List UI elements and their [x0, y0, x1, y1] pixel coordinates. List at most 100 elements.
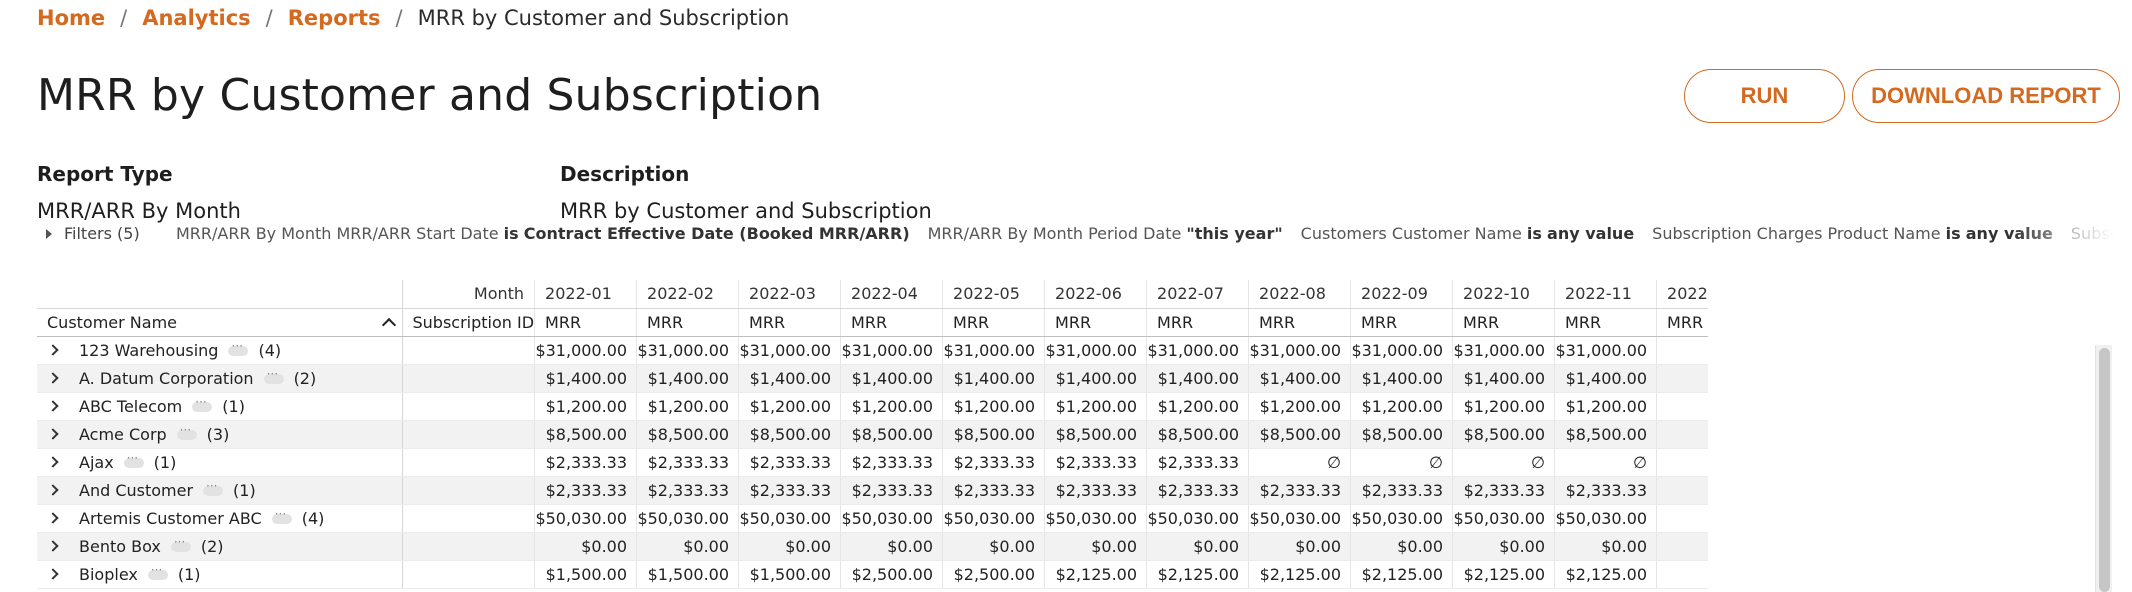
mrr-value-cell: $0.00: [840, 532, 943, 561]
mrr-value-cell: [1656, 364, 1708, 393]
breadcrumb-home-link[interactable]: Home: [37, 6, 106, 30]
filter-field: Customers Customer Name: [1300, 224, 1522, 243]
month-column-header[interactable]: 2022-02: [636, 280, 739, 309]
scrollbar-thumb[interactable]: [2099, 348, 2110, 592]
chevron-right-icon[interactable]: [47, 540, 59, 552]
mrr-value-cell: $0.00: [1044, 532, 1147, 561]
more-options-icon[interactable]: [192, 395, 213, 412]
customer-name-cell: And Customer (1): [37, 476, 402, 505]
month-column-header[interactable]: 2022: [1656, 280, 1708, 309]
more-options-icon[interactable]: [123, 451, 144, 468]
breadcrumb-separator: /: [395, 6, 403, 30]
month-column-header[interactable]: 2022-07: [1146, 280, 1249, 309]
filters-toggle[interactable]: Filters (5): [46, 224, 140, 243]
month-column-header[interactable]: 2022-11: [1554, 280, 1657, 309]
subscription-count: (4): [301, 508, 325, 528]
more-options-icon[interactable]: [176, 423, 197, 440]
subscription-count: (1): [222, 396, 245, 416]
chevron-right-icon[interactable]: [47, 512, 59, 524]
mrr-value-cell: $1,500.00: [636, 560, 739, 589]
caret-right-icon: [46, 228, 52, 239]
subscription-id-cell: [401, 364, 535, 393]
mrr-value-cell: $1,200.00: [942, 392, 1045, 421]
mrr-value-cell: $0.00: [1350, 532, 1453, 561]
mrr-column-header: MRR: [840, 308, 943, 337]
chevron-right-icon[interactable]: [47, 484, 59, 496]
mrr-value-cell: $8,500.00: [942, 420, 1045, 449]
more-options-icon[interactable]: [170, 535, 191, 552]
month-column-header[interactable]: 2022-04: [840, 280, 943, 309]
mrr-column-header: MRR: [1146, 308, 1249, 337]
mrr-value-cell: $2,333.33: [1350, 476, 1453, 505]
mrr-value-cell: $50,030.00: [840, 504, 943, 533]
sort-ascending-icon[interactable]: [381, 317, 396, 333]
month-column-header[interactable]: 2022-05: [942, 280, 1045, 309]
more-options-icon[interactable]: [203, 479, 224, 496]
mrr-value-cell: $31,000.00: [1248, 336, 1351, 365]
mrr-value-cell: $1,400.00: [1146, 364, 1249, 393]
subscription-id-cell: [401, 560, 535, 589]
mrr-value-cell: $2,333.33: [942, 476, 1045, 505]
chevron-right-icon[interactable]: [47, 568, 59, 580]
more-options-icon[interactable]: [271, 507, 292, 524]
filters-bar: Filters (5) MRR/ARR By Month MRR/ARR Sta…: [0, 222, 2132, 248]
month-column-header[interactable]: 2022-08: [1248, 280, 1351, 309]
mrr-column-header: MRR: [1656, 308, 1708, 337]
chevron-right-icon[interactable]: [47, 456, 59, 468]
table-row: A. Datum Corporation(2)$1,400.00$1,400.0…: [37, 364, 1708, 393]
subscription-id-cell: [401, 532, 535, 561]
mrr-value-cell: ∅: [1350, 448, 1453, 477]
chevron-right-icon[interactable]: [47, 428, 59, 440]
mrr-value-cell: $31,000.00: [1146, 336, 1249, 365]
mrr-value-cell: $2,333.33: [1146, 476, 1249, 505]
mrr-value-cell: $0.00: [1248, 532, 1351, 561]
customer-name: Artemis Customer ABC: [79, 508, 262, 528]
customer-name-cell: Bento Box (2): [37, 532, 402, 561]
customer-name-header[interactable]: Customer Name: [37, 308, 402, 337]
month-column-header[interactable]: 2022-10: [1452, 280, 1555, 309]
mrr-value-cell: $50,030.00: [1044, 504, 1147, 533]
mrr-column-header: MRR: [1248, 308, 1351, 337]
mrr-value-cell: $31,000.00: [942, 336, 1045, 365]
breadcrumb-separator: /: [120, 6, 128, 30]
month-column-header[interactable]: 2022-01: [534, 280, 637, 309]
mrr-value-cell: $50,030.00: [1146, 504, 1249, 533]
breadcrumb-analytics-link[interactable]: Analytics: [142, 6, 251, 30]
mrr-value-cell: $1,400.00: [840, 364, 943, 393]
subscription-id-header[interactable]: Subscription ID: [401, 308, 535, 337]
mrr-value-cell: $31,000.00: [738, 336, 841, 365]
month-column-header[interactable]: 2022-03: [738, 280, 841, 309]
breadcrumb-reports-link[interactable]: Reports: [287, 6, 381, 30]
mrr-value-cell: $1,500.00: [738, 560, 841, 589]
mrr-value-cell: $2,500.00: [942, 560, 1045, 589]
customer-name-cell: Ajax (1): [37, 448, 402, 477]
month-column-header[interactable]: 2022-09: [1350, 280, 1453, 309]
mrr-value-cell: $2,333.33: [534, 448, 637, 477]
month-column-header[interactable]: 2022-06: [1044, 280, 1147, 309]
subscription-count: (1): [177, 564, 201, 584]
subscription-id-cell: [401, 476, 535, 505]
mrr-value-cell: $31,000.00: [1452, 336, 1555, 365]
chevron-right-icon[interactable]: [47, 344, 59, 356]
run-button[interactable]: RUN: [1684, 69, 1845, 123]
mrr-value-cell: $1,200.00: [636, 392, 739, 421]
mrr-value-cell: $2,125.00: [1248, 560, 1351, 589]
mrr-value-cell: $2,333.33: [738, 448, 841, 477]
more-options-icon[interactable]: [147, 563, 168, 580]
mrr-column-header: MRR: [738, 308, 841, 337]
chevron-right-icon[interactable]: [47, 372, 59, 384]
mrr-value-cell: $8,500.00: [1248, 420, 1351, 449]
customer-name-cell-inner: Bento Box (2): [45, 535, 402, 556]
chevron-right-icon[interactable]: [47, 400, 59, 412]
mrr-column-header: MRR: [942, 308, 1045, 337]
customer-name-cell: A. Datum Corporation (2): [37, 364, 402, 393]
mrr-value-cell: $0.00: [1554, 532, 1657, 561]
mrr-value-cell: $8,500.00: [840, 420, 943, 449]
mrr-value-cell: $1,400.00: [942, 364, 1045, 393]
more-options-icon[interactable]: [228, 339, 249, 356]
subscription-count: (2): [293, 368, 317, 388]
download-report-button[interactable]: DOWNLOAD REPORT: [1852, 69, 2120, 123]
mrr-value-cell: $1,200.00: [1146, 392, 1249, 421]
more-options-icon[interactable]: [263, 367, 284, 384]
mrr-value-cell: [1656, 448, 1708, 477]
